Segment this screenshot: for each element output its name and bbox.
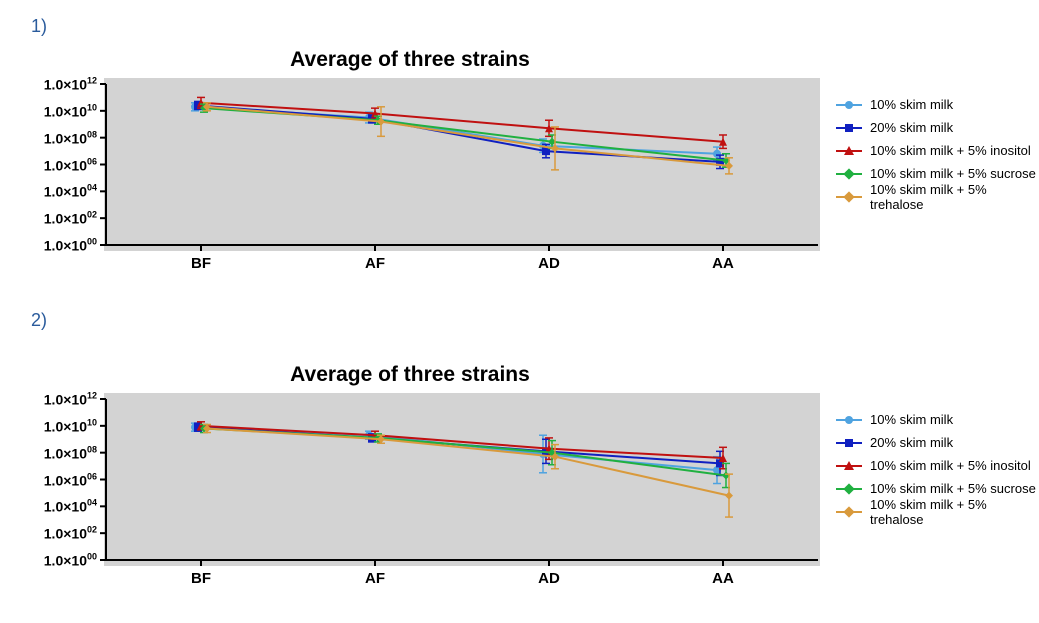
legend-marker-icon xyxy=(843,168,854,179)
chart-1-plot-area xyxy=(104,78,820,251)
legend-swatch xyxy=(836,414,862,426)
chart-2-title: Average of three strains xyxy=(0,363,820,387)
chart-1-legend: 10% skim milk 20% skim milk 10% skim milk … xyxy=(836,93,1036,208)
legend-label: 20% skim milk xyxy=(870,435,953,450)
legend-marker-icon xyxy=(843,483,854,494)
x-tick-label: BF xyxy=(191,255,211,272)
x-tick-label: AA xyxy=(712,255,734,272)
legend-label: 10% skim milk + 5% inositol xyxy=(870,458,1031,473)
legend-label: 10% skim milk + 5% sucrose xyxy=(870,481,1036,496)
legend-marker-icon xyxy=(845,101,853,109)
y-tick-label: 1.0×1000 xyxy=(44,552,97,569)
y-tick-label: 1.0×1002 xyxy=(44,210,97,227)
y-tick-label: 1.0×1004 xyxy=(44,183,97,200)
legend-marker-icon xyxy=(845,439,853,447)
x-tick-label: AF xyxy=(365,255,385,272)
legend-marker-icon xyxy=(845,416,853,424)
legend-item: 20% skim milk xyxy=(836,431,1036,454)
legend-swatch xyxy=(836,145,862,157)
legend-swatch xyxy=(836,483,862,495)
panel-label-2: 2) xyxy=(31,310,47,331)
legend-label: 10% skim milk + 5% sucrose xyxy=(870,166,1036,181)
legend-item: 10% skim milk xyxy=(836,408,1036,431)
y-tick-label: 1.0×1006 xyxy=(44,471,97,488)
legend-item: 10% skim milk + 5% inositol xyxy=(836,454,1036,477)
chart-2: Average of three strains 10% skim milk 20… xyxy=(0,363,1039,603)
legend-item: 20% skim milk xyxy=(836,116,1036,139)
y-tick-label: 1.0×1004 xyxy=(44,498,97,515)
legend-label: 10% skim milk xyxy=(870,412,953,427)
x-tick-label: AA xyxy=(712,570,734,587)
y-tick-label: 1.0×1008 xyxy=(44,444,97,461)
x-tick-label: AD xyxy=(538,570,560,587)
legend-swatch xyxy=(836,460,862,472)
legend-item: 10% skim milk + 5% trehalose xyxy=(836,500,1036,523)
y-tick-label: 1.0×1010 xyxy=(44,103,97,120)
legend-item: 10% skim milk + 5% inositol xyxy=(836,139,1036,162)
y-tick-label: 1.0×1000 xyxy=(44,237,97,254)
chart-2-plot-area xyxy=(104,393,820,566)
legend-swatch xyxy=(836,437,862,449)
x-tick-label: BF xyxy=(191,570,211,587)
y-tick-label: 1.0×1010 xyxy=(44,418,97,435)
legend-swatch xyxy=(836,191,862,203)
y-tick-label: 1.0×1002 xyxy=(44,525,97,542)
legend-label: 10% skim milk + 5% trehalose xyxy=(870,182,1036,212)
chart-2-legend: 10% skim milk 20% skim milk 10% skim milk … xyxy=(836,408,1036,523)
legend-marker-icon xyxy=(845,124,853,132)
x-tick-label: AF xyxy=(365,570,385,587)
legend-item: 10% skim milk xyxy=(836,93,1036,116)
legend-label: 10% skim milk xyxy=(870,97,953,112)
y-tick-label: 1.0×1006 xyxy=(44,156,97,173)
y-tick-label: 1.0×1012 xyxy=(44,76,97,93)
chart-1-svg xyxy=(104,78,820,251)
legend-swatch xyxy=(836,99,862,111)
y-tick-label: 1.0×1012 xyxy=(44,391,97,408)
legend-marker-icon xyxy=(844,461,854,470)
legend-marker-icon xyxy=(843,506,854,517)
chart-1-title: Average of three strains xyxy=(0,48,820,72)
legend-label: 10% skim milk + 5% trehalose xyxy=(870,497,1036,527)
legend-item: 10% skim milk + 5% trehalose xyxy=(836,185,1036,208)
legend-swatch xyxy=(836,122,862,134)
chart-1: Average of three strains 10% skim milk 20… xyxy=(0,48,1039,288)
y-tick-label: 1.0×1008 xyxy=(44,129,97,146)
legend-label: 10% skim milk + 5% inositol xyxy=(870,143,1031,158)
legend-marker-icon xyxy=(844,146,854,155)
legend-marker-icon xyxy=(843,191,854,202)
legend-swatch xyxy=(836,506,862,518)
panel-label-1: 1) xyxy=(31,16,47,37)
legend-label: 20% skim milk xyxy=(870,120,953,135)
x-tick-label: AD xyxy=(538,255,560,272)
chart-2-svg xyxy=(104,393,820,566)
legend-swatch xyxy=(836,168,862,180)
